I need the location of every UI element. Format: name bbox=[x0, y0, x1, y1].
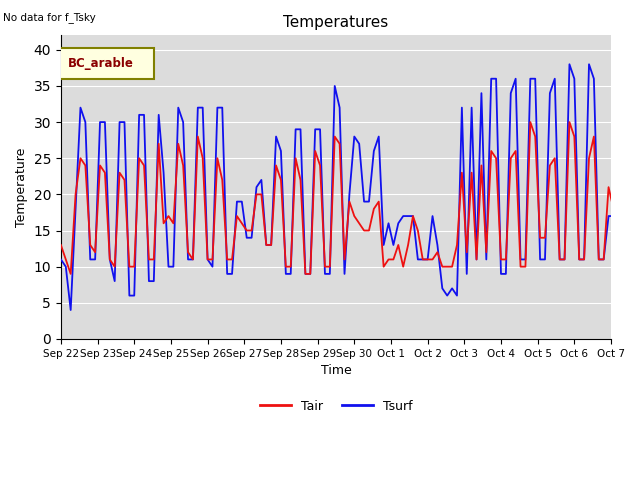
X-axis label: Time: Time bbox=[321, 364, 351, 377]
Legend: Tair, Tsurf: Tair, Tsurf bbox=[255, 395, 417, 418]
FancyBboxPatch shape bbox=[58, 48, 154, 79]
Text: BC_arable: BC_arable bbox=[67, 58, 133, 71]
Title: Temperatures: Temperatures bbox=[284, 15, 388, 30]
Text: No data for f_Tsky: No data for f_Tsky bbox=[3, 12, 96, 23]
Y-axis label: Temperature: Temperature bbox=[15, 147, 28, 227]
